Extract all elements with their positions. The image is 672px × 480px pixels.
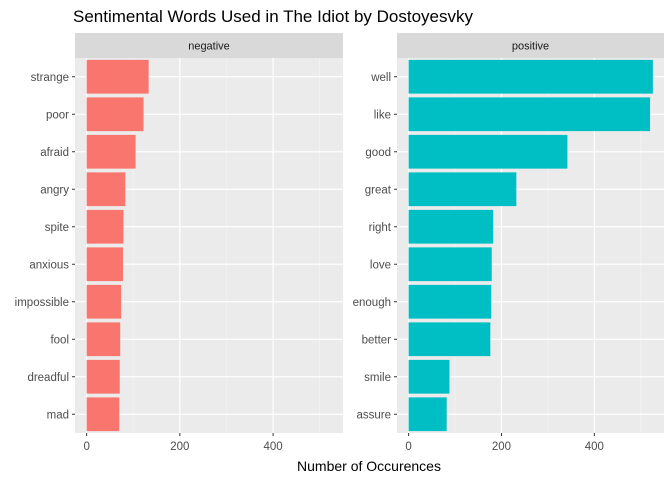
category-label-great: great [365,184,392,196]
category-label-impossible: impossible [15,297,69,309]
category-label-well: well [370,72,391,84]
facet-label-positive: positive [512,41,549,53]
bar-like [408,97,651,132]
category-label-better: better [362,334,392,346]
bar-anxious [86,247,124,282]
x-tick-label: 0 [405,441,411,453]
category-label-mad: mad [47,409,69,421]
x-tick-label: 400 [263,441,282,453]
category-label-fool: fool [50,334,69,346]
bar-right [408,209,494,244]
category-label-good: good [365,147,391,159]
bar-poor [86,97,144,132]
x-axis-label: Number of Occurences [297,458,441,474]
category-label-assure: assure [356,409,391,421]
bar-good [408,134,568,169]
category-label-angry: angry [40,184,69,196]
category-label-dreadful: dreadful [27,372,69,384]
bar-strange [86,59,149,94]
bar-spite [86,209,124,244]
bar-well [408,59,653,94]
bar-fool [86,322,121,357]
category-label-love: love [370,259,391,271]
bar-better [408,322,491,357]
facet-panels: negative strange poor afraid angry spite anxio… [15,33,664,453]
category-label-enough: enough [353,297,391,309]
bar-angry [86,172,126,207]
bar-assure [408,397,447,432]
facet-strip-positive [397,33,664,58]
category-label-afraid: afraid [40,147,69,159]
bar-smile [408,359,450,394]
category-label-like: like [374,109,391,121]
bar-dreadful [86,359,120,394]
chart-title: Sentimental Words Used in The Idiot by D… [73,7,473,26]
x-tick-label: 200 [170,441,189,453]
category-label-anxious: anxious [29,259,69,271]
facet-panel-negative: negative strange poor afraid angry spite anxio… [15,33,343,453]
bar-afraid [86,134,136,169]
category-label-poor: poor [46,109,69,121]
category-label-smile: smile [364,372,391,384]
bar-enough [408,284,492,319]
x-tick-label: 400 [585,441,604,453]
category-label-right: right [369,222,392,234]
x-tick-label: 200 [492,441,511,453]
bar-mad [86,397,120,432]
x-tick-label: 0 [83,441,89,453]
bar-great [408,172,517,207]
category-label-strange: strange [31,72,69,84]
facet-panel-positive: positive well like good great right love enough… [353,33,664,453]
facet-strip-negative [75,33,343,58]
facet-label-negative: negative [188,41,230,53]
category-label-spite: spite [45,222,69,234]
bar-impossible [86,284,122,319]
bar-love [408,247,492,282]
